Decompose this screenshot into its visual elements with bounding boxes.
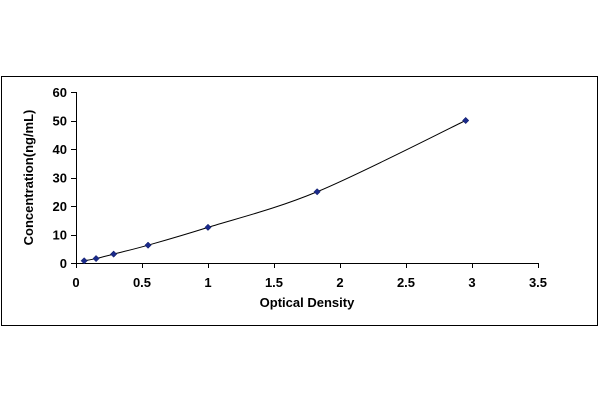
y-tick-label: 20 xyxy=(53,199,67,214)
plot-area: 0 0.5 1 1.5 2 2.5 3 3.5 0 10 20 30 40 50 60 xyxy=(53,85,548,290)
data-point xyxy=(144,241,152,249)
x-axis-ticks: 0 0.5 1 1.5 2 2.5 3 3.5 xyxy=(72,263,547,290)
y-tick-label: 10 xyxy=(53,228,67,243)
data-point xyxy=(313,188,321,196)
x-tick-label: 1 xyxy=(204,275,211,290)
x-tick-label: 3.5 xyxy=(529,275,547,290)
y-axis-title: Concentration(ng/mL) xyxy=(21,110,36,246)
x-axis-title: Optical Density xyxy=(260,295,355,310)
x-tick-label: 2.5 xyxy=(397,275,415,290)
y-axis-ticks: 0 10 20 30 40 50 60 xyxy=(53,85,76,271)
x-tick-label: 2 xyxy=(336,275,343,290)
data-point xyxy=(462,116,470,125)
data-point xyxy=(204,223,212,231)
y-tick-label: 0 xyxy=(60,256,67,271)
data-point xyxy=(110,250,118,258)
y-tick-label: 30 xyxy=(53,171,67,186)
y-tick-label: 50 xyxy=(53,114,67,129)
y-tick-label: 60 xyxy=(53,85,67,100)
x-tick-label: 0 xyxy=(72,275,79,290)
chart-frame xyxy=(1,76,598,326)
data-markers xyxy=(80,116,470,265)
data-point xyxy=(80,257,88,265)
x-tick-label: 1.5 xyxy=(265,275,283,290)
y-tick-label: 40 xyxy=(53,142,67,157)
x-tick-label: 3 xyxy=(468,275,475,290)
x-tick-label: 0.5 xyxy=(133,275,151,290)
data-point xyxy=(92,255,100,263)
